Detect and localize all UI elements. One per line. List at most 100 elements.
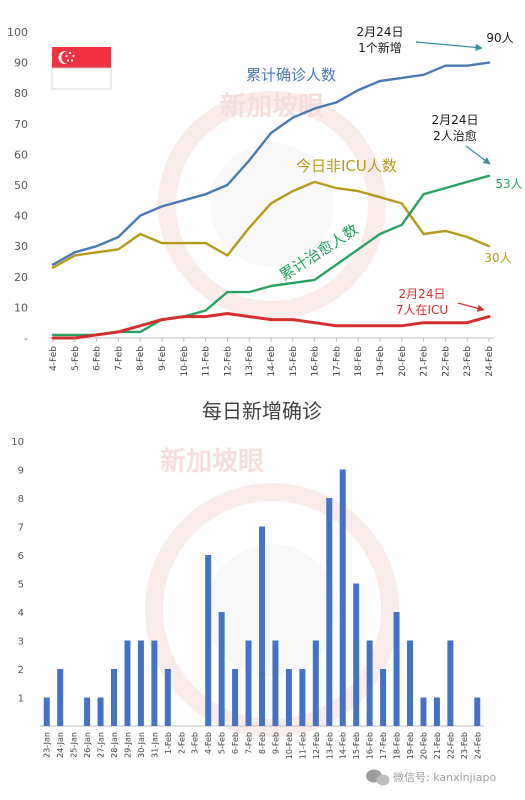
x-tick-label: 1-Feb [164, 732, 173, 754]
y-tick-label: 30 [14, 240, 28, 253]
x-tick-label: 21-Feb [420, 346, 430, 377]
x-tick-label: 23-Feb [463, 346, 473, 377]
bar [218, 612, 225, 726]
y-tick-label: 10 [14, 301, 28, 314]
y-tick-label: 9 [18, 466, 24, 477]
x-tick-label: 20-Feb [398, 346, 408, 377]
bar [366, 640, 373, 726]
x-tick-label: 8-Feb [136, 346, 146, 371]
y-tick-label: 80 [14, 87, 28, 100]
bar [124, 640, 131, 726]
annotation-label: 30人 [484, 251, 511, 265]
bar [407, 640, 413, 726]
annotation-label: 7人在ICU [396, 303, 448, 317]
x-tick-label: 7-Feb [245, 732, 254, 754]
x-tick-label: 24-Feb [473, 732, 482, 759]
bar [164, 669, 171, 726]
x-tick-label: 7-Feb [114, 346, 124, 371]
x-tick-label: 21-Feb [433, 732, 442, 759]
bar [232, 669, 239, 726]
x-tick-label: 14-Feb [339, 732, 348, 759]
x-tick-label: 29-Jan [123, 732, 132, 758]
y-tick-label: 7 [18, 523, 24, 534]
bar [43, 697, 50, 726]
annotation-label: 2月24日 [432, 113, 479, 127]
x-tick-label: 15-Feb [352, 732, 361, 759]
x-tick-label: 15-Feb [289, 346, 299, 377]
x-tick-label: 3-Feb [191, 732, 200, 754]
annotation-label: 90人 [486, 31, 513, 45]
series-label: 累计确诊人数 [246, 66, 336, 84]
x-tick-label: 31-Jan [150, 732, 159, 758]
bar [326, 498, 333, 726]
y-tick-label: - [24, 332, 28, 345]
bar [111, 669, 117, 726]
bar [393, 612, 400, 726]
series-line [51, 180, 491, 269]
y-tick-label: 8 [18, 494, 24, 505]
x-tick-label: 8-Feb [258, 732, 267, 754]
daily-new-cases-bar-chart: 每日新增确诊 1 2 3 4 5 6 7 8 9 10 23-Jan 24-Jan 25-Jan 26-Ja… [11, 399, 484, 759]
x-tick-label: 17-Feb [332, 346, 342, 377]
y-tick-label: 100 [7, 26, 28, 39]
bar [137, 640, 144, 726]
bar [205, 555, 212, 726]
x-tick-label: 10-Feb [180, 346, 190, 377]
annotation-label: 53人 [495, 177, 522, 191]
x-tick-label: 4-Feb [204, 732, 213, 754]
x-tick-label: 6-Feb [231, 732, 240, 754]
y-tick-label: 5 [18, 580, 24, 591]
x-tick-label: 19-Feb [406, 732, 415, 759]
bar [339, 469, 346, 726]
x-tick-label: 26-Jan [83, 732, 92, 758]
x-tick-label: 11-Feb [298, 732, 307, 759]
annotation-arrow [457, 302, 485, 312]
x-tick-label: 18-Feb [354, 346, 364, 377]
annotation-label: 2人治愈 [433, 128, 477, 143]
bar [299, 669, 306, 726]
x-tick-label: 5-Feb [218, 732, 227, 754]
footer-text: 微信号: kanxinjiapo [393, 770, 496, 784]
bar [97, 697, 104, 726]
y-tick-label: 10 [11, 437, 24, 448]
x-tick-label: 13-Feb [245, 346, 255, 377]
y-tick-label: 6 [18, 551, 24, 562]
x-tick-label: 22-Feb [441, 346, 451, 377]
bar [57, 669, 64, 726]
bar [84, 697, 91, 726]
annotation-label: 1个新增 [358, 40, 402, 55]
y-tick-label: 60 [14, 148, 28, 161]
bar [285, 669, 292, 726]
y-tick-label: 3 [18, 637, 24, 648]
x-tick-label: 2-Feb [177, 732, 186, 754]
x-tick-label: 20-Feb [419, 732, 428, 759]
annotation-label: 2月24日 [357, 25, 404, 39]
chart-title: 每日新增确诊 [202, 399, 322, 423]
series-line [51, 174, 491, 337]
x-tick-label: 11-Feb [202, 346, 212, 377]
y-tick-label: 40 [14, 210, 28, 223]
y-tick-label: 20 [14, 271, 28, 284]
x-tick-label: 24-Feb [485, 346, 495, 377]
x-tick-label: 17-Feb [379, 732, 388, 759]
annotation-arrow [415, 41, 483, 51]
x-tick-label: 30-Jan [137, 732, 146, 758]
x-tick-label: 16-Feb [311, 346, 321, 377]
x-tick-label: 28-Jan [110, 732, 119, 758]
annotation-arrow [465, 145, 491, 165]
bar [380, 669, 387, 726]
annotation-label: 2月24日 [399, 287, 446, 301]
wechat-icon [366, 769, 390, 786]
x-tick-label: 9-Feb [158, 346, 168, 371]
y-tick-label: 90 [14, 57, 28, 70]
series-label: 今日非ICU人数 [296, 157, 397, 175]
x-tick-label: 23-Jan [43, 732, 52, 758]
x-tick-label: 10-Feb [285, 732, 294, 759]
x-tick-label: 4-Feb [49, 346, 59, 371]
x-tick-label: 19-Feb [376, 346, 386, 377]
bar [420, 697, 427, 726]
x-tick-label: 27-Jan [97, 732, 106, 758]
watermark-bottom: 新加坡眼 [145, 446, 399, 737]
footer: 微信号: kanxinjiapo [366, 769, 496, 786]
bar [447, 640, 454, 726]
